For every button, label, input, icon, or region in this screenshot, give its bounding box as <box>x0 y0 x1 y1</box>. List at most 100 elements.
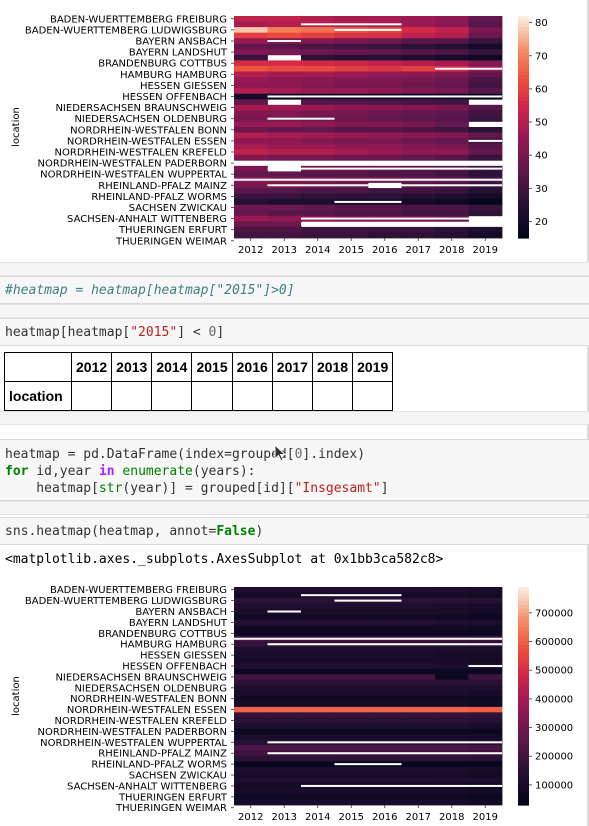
colorbar-segment <box>518 797 529 802</box>
heatmap-cell <box>234 663 268 670</box>
heatmap-cell <box>468 104 503 111</box>
heatmap-cell <box>368 65 402 72</box>
code-cell-comment[interactable]: #heatmap = heatmap[heatmap["2015"]>0] <box>0 276 589 304</box>
colorbar-segment <box>518 53 529 58</box>
colorbar-segment <box>518 182 529 187</box>
y-tick-label: NIEDERSACHSEN OLDENBURG <box>74 683 227 694</box>
heatmap-cell <box>301 199 335 206</box>
heatmap-cell <box>401 761 436 768</box>
heatmap-cell <box>334 110 369 117</box>
colorbar-segment <box>518 127 529 132</box>
x-tick-label: 2019 <box>473 245 498 256</box>
colorbar-segment <box>518 226 529 232</box>
heatmap-cell <box>234 706 268 713</box>
x-tick-label: 2017 <box>406 812 431 823</box>
heatmap-cell <box>401 625 436 631</box>
missing-data-gap <box>468 139 502 142</box>
heatmap-cell <box>401 608 436 615</box>
heatmap-cell <box>368 788 402 795</box>
colorbar-segment <box>518 208 529 213</box>
colorbar-segment <box>518 637 529 643</box>
heatmap-cell <box>468 32 503 39</box>
missing-data-gap <box>267 95 502 98</box>
heatmap-cell <box>234 674 268 681</box>
heatmap-cell <box>234 788 268 795</box>
colorbar-segment <box>518 16 529 21</box>
heatmap-cell <box>368 706 402 713</box>
heatmap-cell <box>468 761 503 768</box>
heatmap-cell <box>468 674 503 681</box>
heatmap-cell <box>468 43 503 50</box>
colorbar-segment <box>518 45 529 50</box>
heatmap-cell <box>435 121 469 128</box>
heatmap-cell <box>435 657 469 664</box>
heatmap-cell <box>468 82 503 89</box>
code-token: (years): <box>192 464 256 479</box>
heatmap-cell <box>234 127 268 133</box>
heatmap-cell <box>267 65 302 72</box>
heatmap-cell <box>401 755 436 762</box>
x-tick-label: 2018 <box>439 812 464 823</box>
heatmap-cell <box>468 60 503 67</box>
heatmap-cell <box>368 88 402 95</box>
heatmap-cell <box>334 668 369 675</box>
colorbar-segment <box>518 761 529 766</box>
dataframe-table: 2012 2013 2014 2015 2016 2017 2018 2019 … <box>4 352 394 411</box>
dataframe-output: 2012 2013 2014 2015 2016 2017 2018 2019 … <box>4 352 394 411</box>
code-token: ) <box>255 524 264 539</box>
heatmap-cell <box>267 745 302 751</box>
heatmap-cell <box>401 199 436 206</box>
heatmap-cell <box>435 690 469 697</box>
missing-data-gap <box>334 28 402 31</box>
heatmap-cell <box>334 685 369 691</box>
heatmap-cell <box>267 88 302 95</box>
heatmap-cell <box>401 685 436 691</box>
colorbar-segment <box>518 721 529 726</box>
heatmap-cell <box>267 587 302 593</box>
y-tick-label: SACHSEN-ANHALT WITTENBERG <box>67 781 227 792</box>
heatmap-cell <box>301 734 335 740</box>
heatmap-cell <box>301 587 335 593</box>
heatmap-cell <box>234 701 268 708</box>
heatmap-cell <box>401 799 436 806</box>
heatmap-cell <box>401 674 436 681</box>
y-tick-label: RHEINLAND-PFALZ WORMS <box>91 192 227 203</box>
code-cell-filter[interactable]: heatmap[heatmap["2015"] < 0] <box>0 318 589 346</box>
heatmap-cell <box>267 717 302 724</box>
heatmap-cell <box>468 788 503 795</box>
heatmap-cell <box>267 674 302 681</box>
colorbar-segment <box>518 663 529 668</box>
heatmap-cell <box>334 154 369 161</box>
y-tick-label: BADEN-WUERTTEMBERG LUDWIGSBURG <box>25 25 227 36</box>
heatmap-cell <box>267 199 302 206</box>
code-cell-build[interactable]: heatmap = pd.DataFrame(index=grouped[0].… <box>0 439 589 501</box>
heatmap-cell <box>267 668 302 675</box>
heatmap-cell <box>334 127 369 133</box>
heatmap-cell <box>334 625 369 631</box>
heatmap-cell <box>368 77 402 83</box>
heatmap-cell <box>401 188 436 194</box>
heatmap-cell <box>401 104 436 111</box>
heatmap-cell <box>234 154 268 161</box>
heatmap-cell <box>468 630 503 637</box>
heatmap-cell <box>301 646 335 653</box>
colorbar-segment <box>518 699 529 704</box>
heatmap-cell <box>435 210 469 217</box>
heatmap-cell <box>234 587 268 593</box>
colorbar-segment <box>518 717 529 723</box>
heatmap-cell <box>435 755 469 762</box>
colorbar-segment <box>518 641 529 646</box>
heatmap-cell <box>401 745 436 751</box>
code-builtin: str <box>98 481 123 496</box>
heatmap-cell <box>401 16 436 22</box>
heatmap-cell <box>234 99 268 106</box>
heatmap-cell <box>435 226 469 233</box>
heatmap-cell <box>334 777 369 784</box>
heatmap-chart-2: BADEN-WUERTTEMBERG FREIBURGBADEN-WUERTTE… <box>11 585 573 823</box>
y-tick-label: HAMBURG HAMBURG <box>120 640 227 651</box>
heatmap-cell <box>234 27 268 34</box>
heatmap-cell <box>267 193 302 200</box>
heatmap-cell <box>301 712 335 719</box>
code-cell-plot[interactable]: sns.heatmap(heatmap, annot=False) <box>0 517 589 545</box>
heatmap-cell <box>267 138 302 145</box>
